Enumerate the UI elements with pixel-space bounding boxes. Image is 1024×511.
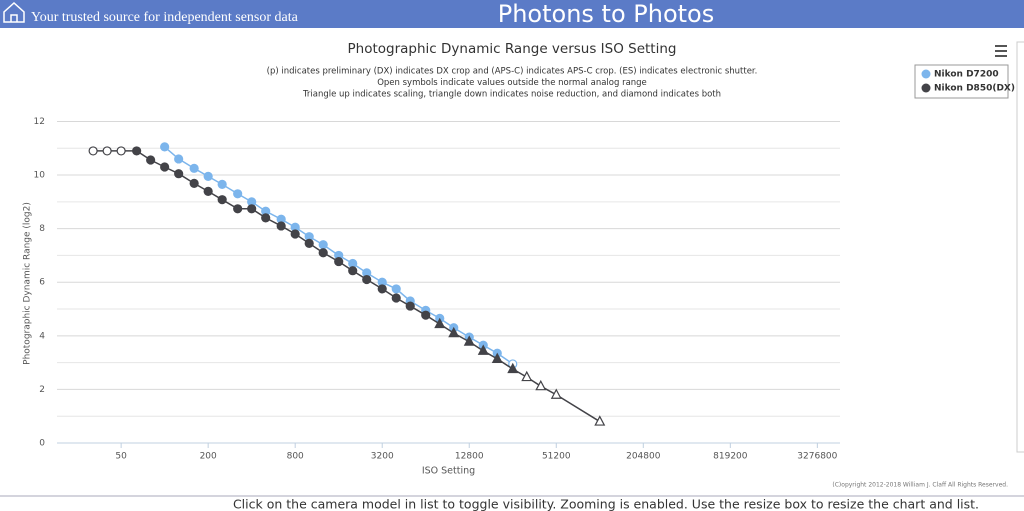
data-point [318, 240, 328, 250]
data-point [290, 229, 300, 239]
data-point [189, 163, 199, 173]
legend-item[interactable]: Nikon D850(DX) [921, 83, 1015, 94]
y-tick-label: 8 [39, 224, 45, 234]
data-point [233, 189, 243, 199]
data-point [550, 388, 562, 399]
legend-label: Nikon D850(DX) [934, 84, 1015, 94]
data-point [146, 155, 156, 165]
data-point [217, 179, 227, 190]
data-point [491, 352, 503, 363]
credits: (C)opyright 2012-2018 William J. Claff A… [832, 482, 1008, 489]
footer-note: Click on the camera model in list to tog… [233, 497, 979, 511]
legend-box [914, 64, 1009, 99]
x-tick-label: 819200 [713, 452, 748, 462]
data-point [463, 335, 475, 346]
data-point [434, 317, 446, 329]
series-line [93, 150, 601, 423]
data-point [233, 204, 243, 214]
y-tick-label: 0 [39, 439, 45, 449]
data-point [348, 266, 358, 276]
home-icon[interactable] [3, 1, 25, 23]
data-point [377, 284, 387, 294]
chart-subtitle: Triangle up indicates scaling, triangle … [302, 90, 721, 100]
data-point [477, 344, 489, 355]
legend: Nikon D7200 Nikon D850(DX) [914, 64, 1015, 99]
chart: Photographic Dynamic Range versus ISO Se… [23, 41, 1015, 489]
data-point [421, 310, 431, 320]
data-point [217, 195, 227, 205]
x-tick-label: 50 [115, 452, 127, 462]
legend-label: Nikon D7200 [934, 70, 999, 80]
data-point [391, 293, 401, 303]
site-title: Photons to Photos [498, 0, 715, 28]
x-tick-label: 200 [200, 452, 217, 462]
data-point [174, 154, 184, 164]
y-axis-title: Photographic Dynamic Range (log2) [23, 202, 33, 365]
x-axis-title: ISO Setting [422, 466, 475, 477]
data-point [405, 301, 415, 311]
x-tick-label: 204800 [626, 452, 661, 462]
data-point [203, 171, 213, 181]
data-point [391, 284, 401, 294]
data-point [261, 213, 271, 223]
data-point [594, 415, 606, 426]
tagline: Your trusted source for independent sens… [31, 10, 299, 25]
data-point [334, 256, 344, 267]
data-point [102, 146, 112, 156]
x-tick-label: 12800 [455, 452, 484, 462]
data-point [507, 362, 519, 374]
data-point [116, 146, 126, 156]
x-tick-label: 3276800 [797, 452, 837, 462]
y-tick-label: 10 [34, 171, 46, 181]
data-point [132, 146, 142, 156]
y-tick-label: 2 [39, 385, 45, 395]
data-point [203, 186, 213, 196]
header-bar [0, 0, 1024, 28]
x-tick-label: 3200 [371, 452, 394, 462]
data-point [521, 370, 533, 382]
data-point [247, 204, 257, 214]
data-point [304, 238, 314, 248]
data-point [362, 274, 372, 285]
chart-subtitle: (p) indicates preliminary (DX) indicates… [267, 67, 758, 77]
chart-title: Photographic Dynamic Range versus ISO Se… [348, 41, 677, 57]
legend-symbol [921, 83, 931, 93]
x-tick-label: 51200 [542, 452, 571, 462]
data-point [448, 326, 460, 338]
legend-item[interactable]: Nikon D7200 [921, 69, 999, 80]
camera-list-panel[interactable] [1016, 41, 1024, 453]
y-tick-label: 12 [34, 117, 45, 127]
chart-subtitle: Open symbols indicate values outside the… [377, 78, 647, 88]
data-point [276, 221, 286, 231]
data-point [160, 142, 170, 152]
data-point [189, 178, 199, 188]
data-point [88, 146, 98, 156]
x-tick-label: 800 [287, 452, 304, 462]
y-tick-label: 6 [39, 278, 45, 288]
y-tick-label: 4 [39, 331, 45, 341]
data-point [535, 379, 547, 391]
data-point [174, 169, 184, 179]
legend-symbol [921, 69, 931, 79]
data-point [160, 162, 170, 172]
data-point [318, 248, 328, 258]
menu-icon[interactable] [995, 45, 1007, 57]
